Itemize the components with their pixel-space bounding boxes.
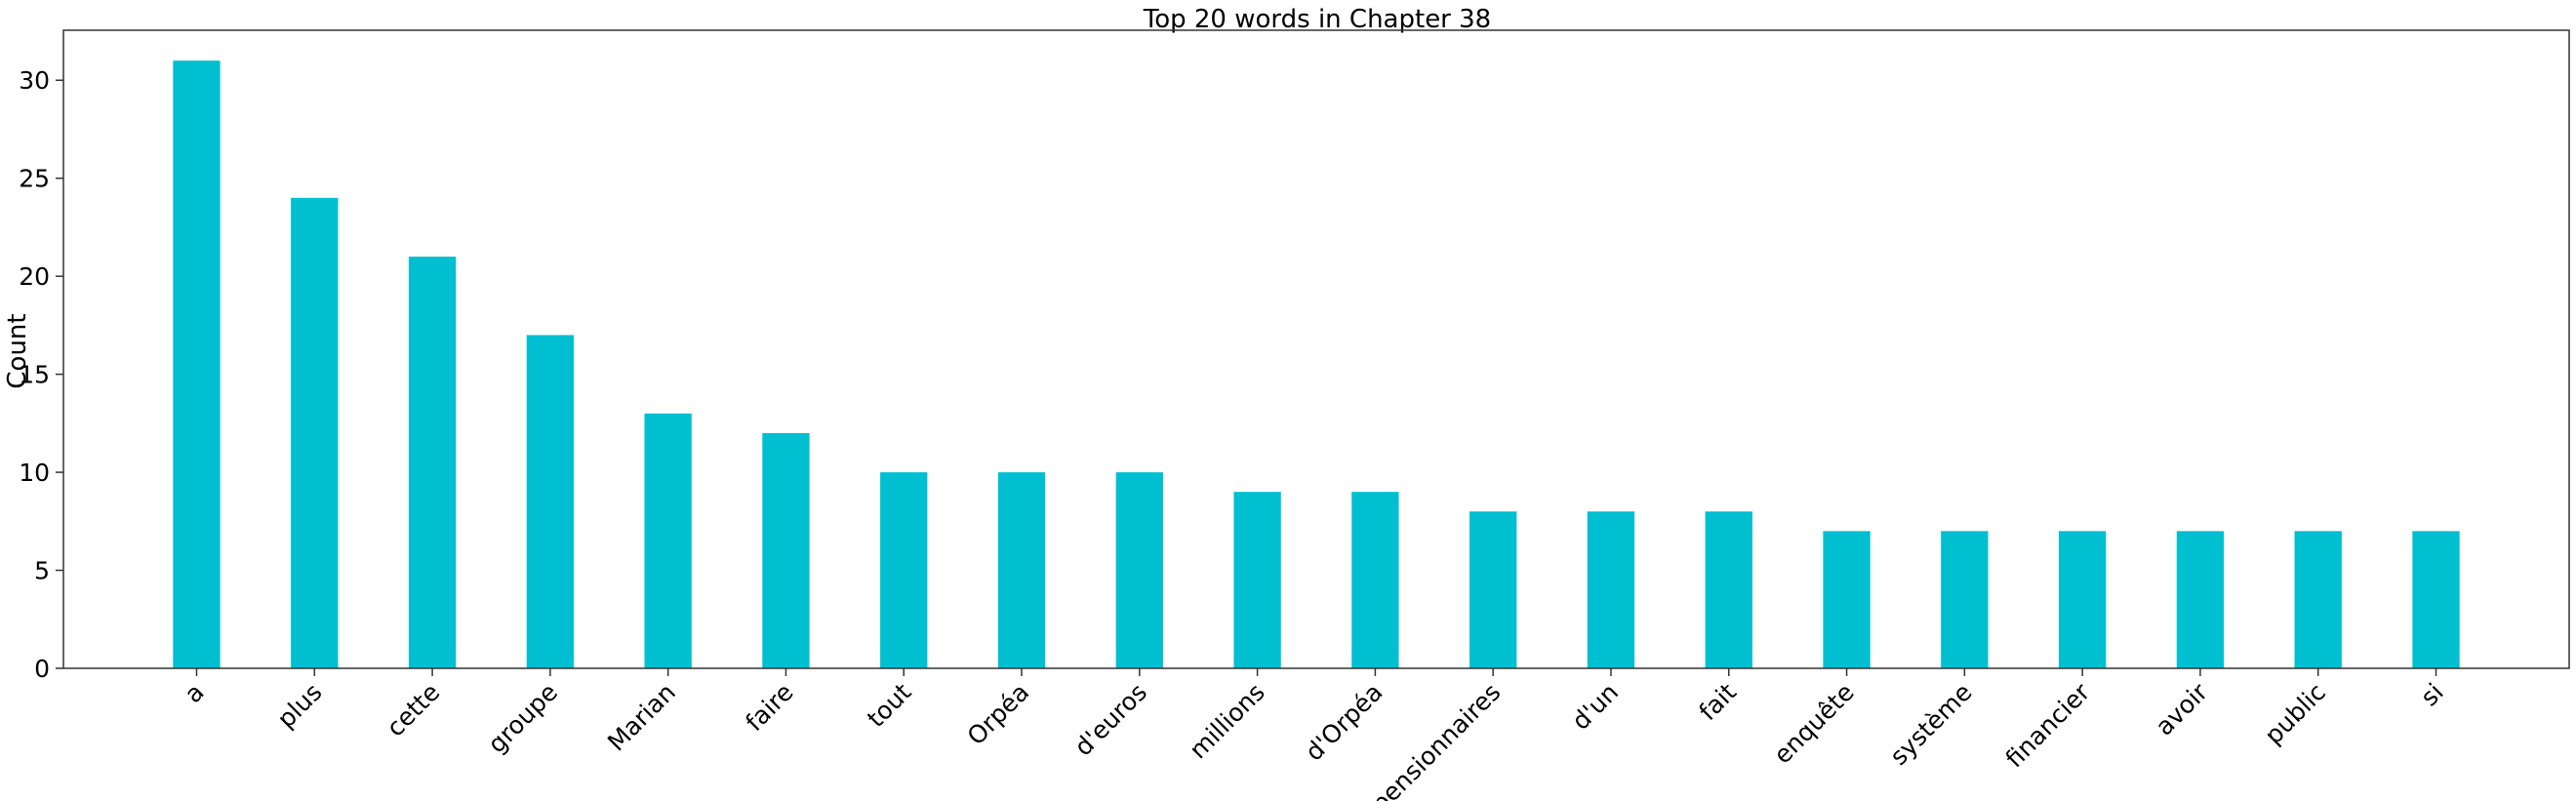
bar-19 bbox=[2412, 531, 2460, 668]
bar-0 bbox=[173, 60, 221, 668]
bar-6 bbox=[880, 472, 928, 668]
x-tick-label-8: d'euros bbox=[1068, 678, 1152, 762]
bars-group bbox=[173, 60, 2460, 668]
bar-12 bbox=[1587, 511, 1635, 668]
bar-14 bbox=[1823, 531, 1871, 668]
x-tick-label-2: cette bbox=[381, 678, 445, 742]
x-tick-label-1: plus bbox=[271, 678, 327, 734]
chart-title: Top 20 words in Chapter 38 bbox=[1143, 5, 1491, 34]
x-tick-label-12: d'un bbox=[1566, 678, 1624, 736]
x-tick-label-13: fait bbox=[1694, 678, 1743, 727]
x-tick-label-0: a bbox=[179, 678, 209, 708]
bar-7 bbox=[997, 472, 1046, 668]
bar-18 bbox=[2294, 531, 2342, 668]
x-tick-label-17: avoir bbox=[2150, 677, 2213, 741]
x-axis: a plus cette groupe Marian faire tout Orpéa d'eu… bbox=[179, 668, 2449, 801]
x-tick-label-14: enquête bbox=[1768, 678, 1860, 770]
bar-11 bbox=[1469, 511, 1517, 668]
y-tick-label-6: 30 bbox=[19, 66, 50, 95]
x-tick-label-7: Orpéa bbox=[962, 678, 1035, 751]
x-tick-label-9: millions bbox=[1184, 678, 1270, 765]
x-tick-label-5: faire bbox=[740, 678, 798, 737]
x-tick-label-10: d'Orpéa bbox=[1300, 678, 1389, 767]
x-tick-label-19: si bbox=[2415, 678, 2449, 712]
plot-frame bbox=[62, 29, 2570, 669]
y-tick-label-1: 5 bbox=[34, 557, 50, 585]
y-axis: 0 5 10 15 20 25 30 bbox=[19, 66, 63, 683]
bar-8 bbox=[1115, 472, 1163, 668]
bar-10 bbox=[1351, 492, 1399, 668]
y-tick-label-5: 25 bbox=[19, 165, 50, 193]
bar-16 bbox=[2058, 531, 2107, 668]
x-tick-label-6: tout bbox=[862, 678, 917, 734]
y-tick-label-3: 15 bbox=[19, 361, 50, 389]
bar-2 bbox=[408, 257, 457, 668]
bar-3 bbox=[526, 335, 575, 668]
bar-15 bbox=[1941, 531, 1989, 668]
x-tick-label-18: public bbox=[2259, 678, 2331, 750]
y-tick-label-4: 20 bbox=[19, 262, 50, 291]
bar-1 bbox=[291, 197, 339, 668]
bar-17 bbox=[2176, 531, 2225, 668]
y-tick-label-0: 0 bbox=[34, 655, 50, 683]
y-tick-label-2: 10 bbox=[19, 459, 50, 487]
bar-5 bbox=[762, 432, 810, 668]
x-tick-label-4: Marian bbox=[602, 678, 681, 757]
y-axis-label: Count bbox=[3, 313, 32, 388]
bar-9 bbox=[1233, 492, 1281, 668]
bar-13 bbox=[1705, 511, 1752, 668]
x-tick-label-11: pensionnaires bbox=[1366, 678, 1507, 801]
x-tick-label-16: financier bbox=[2000, 677, 2096, 773]
bar-4 bbox=[644, 413, 692, 668]
x-tick-label-3: groupe bbox=[482, 678, 563, 759]
x-tick-label-15: système bbox=[1884, 678, 1977, 771]
